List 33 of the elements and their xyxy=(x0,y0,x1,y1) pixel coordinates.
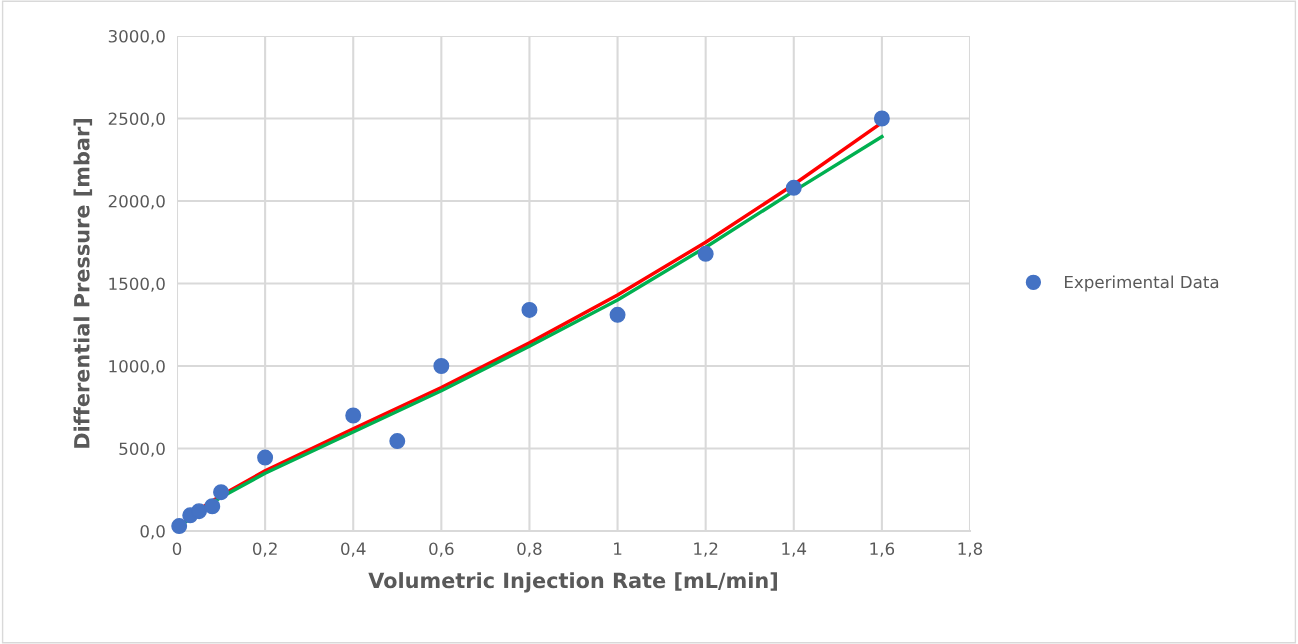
point xyxy=(389,433,406,450)
x-tick-label: 0,6 xyxy=(429,542,454,557)
y-tick-label: 500,0 xyxy=(119,442,165,457)
point xyxy=(873,110,890,127)
x-tick-label: 0,8 xyxy=(517,542,542,557)
point xyxy=(213,484,230,501)
point xyxy=(257,449,274,466)
x-tick-label: 0 xyxy=(172,542,182,556)
y-tick-label: 1000,0 xyxy=(109,359,165,375)
y-tick-label: 1500,0 xyxy=(109,277,165,292)
x-tick-label: 1,8 xyxy=(958,542,983,557)
y-tick-label: 2500,0 xyxy=(108,112,165,127)
point xyxy=(171,518,188,535)
point xyxy=(345,407,362,424)
point xyxy=(433,358,450,374)
point xyxy=(191,503,208,520)
y-tick-label: 3000,0 xyxy=(108,29,165,45)
point xyxy=(609,306,626,323)
x-tick-label: 1,4 xyxy=(782,542,807,557)
legend-label: Experimental Data xyxy=(1065,275,1219,292)
y-axis-title: Differential Pressure [mbar] xyxy=(73,119,93,448)
point xyxy=(204,498,221,515)
x-tick-label: 1,2 xyxy=(694,542,718,557)
x-tick-label: 0,4 xyxy=(341,542,366,557)
y-tick-label: 2000,0 xyxy=(108,194,165,210)
x-tick-label: 1,6 xyxy=(870,542,895,557)
point xyxy=(697,245,714,262)
point xyxy=(785,179,802,196)
x-tick-label: 1 xyxy=(614,542,622,555)
point xyxy=(521,301,538,318)
x-tick-label: 0,2 xyxy=(252,542,277,557)
y-tick-label: 0,0 xyxy=(140,524,165,540)
x-axis-title: Volumetric Injection Rate [mL/min] xyxy=(368,572,777,593)
